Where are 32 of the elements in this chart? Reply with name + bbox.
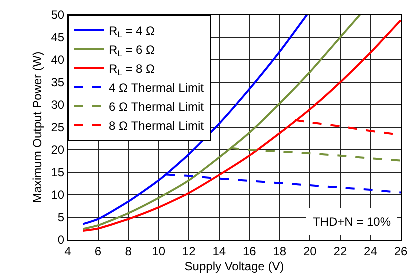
x-tick-label: 14	[212, 244, 226, 258]
y-tick-label: 5	[58, 210, 65, 225]
x-axis-title: Supply Voltage (V)	[184, 259, 284, 274]
y-tick-label: 15	[51, 166, 65, 180]
x-tick-label: 20	[304, 244, 318, 258]
x-tick-label: 22	[334, 244, 348, 258]
legend-label: R$_{L}$ = 6 Ω	[109, 43, 156, 59]
x-tick-label: 8	[125, 244, 132, 258]
annotation: THD+N = 10%	[313, 215, 392, 229]
x-tick-label: 18	[273, 244, 287, 258]
legend-label: 8 Ω Thermal Limit	[109, 119, 205, 134]
y-tick-label: 0	[58, 233, 65, 248]
legend-label: 4 Ω Thermal Limit	[109, 81, 205, 96]
x-tick-label: 4	[64, 244, 72, 258]
x-tick-label: 24	[364, 244, 378, 258]
y-tick-label: 45	[51, 30, 65, 45]
x-tick-label: 10	[152, 244, 166, 258]
y-tick-label: 50	[51, 8, 65, 22]
legend-label: R$_{L}$ = 8 Ω	[109, 62, 156, 78]
x-tick-label: 26	[394, 244, 408, 258]
y-tick-label: 35	[51, 76, 65, 90]
x-tick-label: 12	[182, 244, 196, 258]
y-tick-label: 20	[51, 143, 65, 158]
x-tick-label: 16	[242, 244, 257, 258]
legend-label: R$_{L}$ = 4 Ω	[109, 24, 156, 40]
y-tick-label: 30	[51, 98, 65, 112]
x-tick-label: 6	[94, 244, 102, 258]
y-axis-title: Maximum Output Power (W)	[30, 52, 45, 204]
y-tick-label: 10	[51, 188, 65, 202]
y-tick-label: 25	[51, 120, 65, 135]
legend-label: 6 Ω Thermal Limit	[109, 100, 205, 114]
y-tick-label: 40	[51, 53, 65, 68]
